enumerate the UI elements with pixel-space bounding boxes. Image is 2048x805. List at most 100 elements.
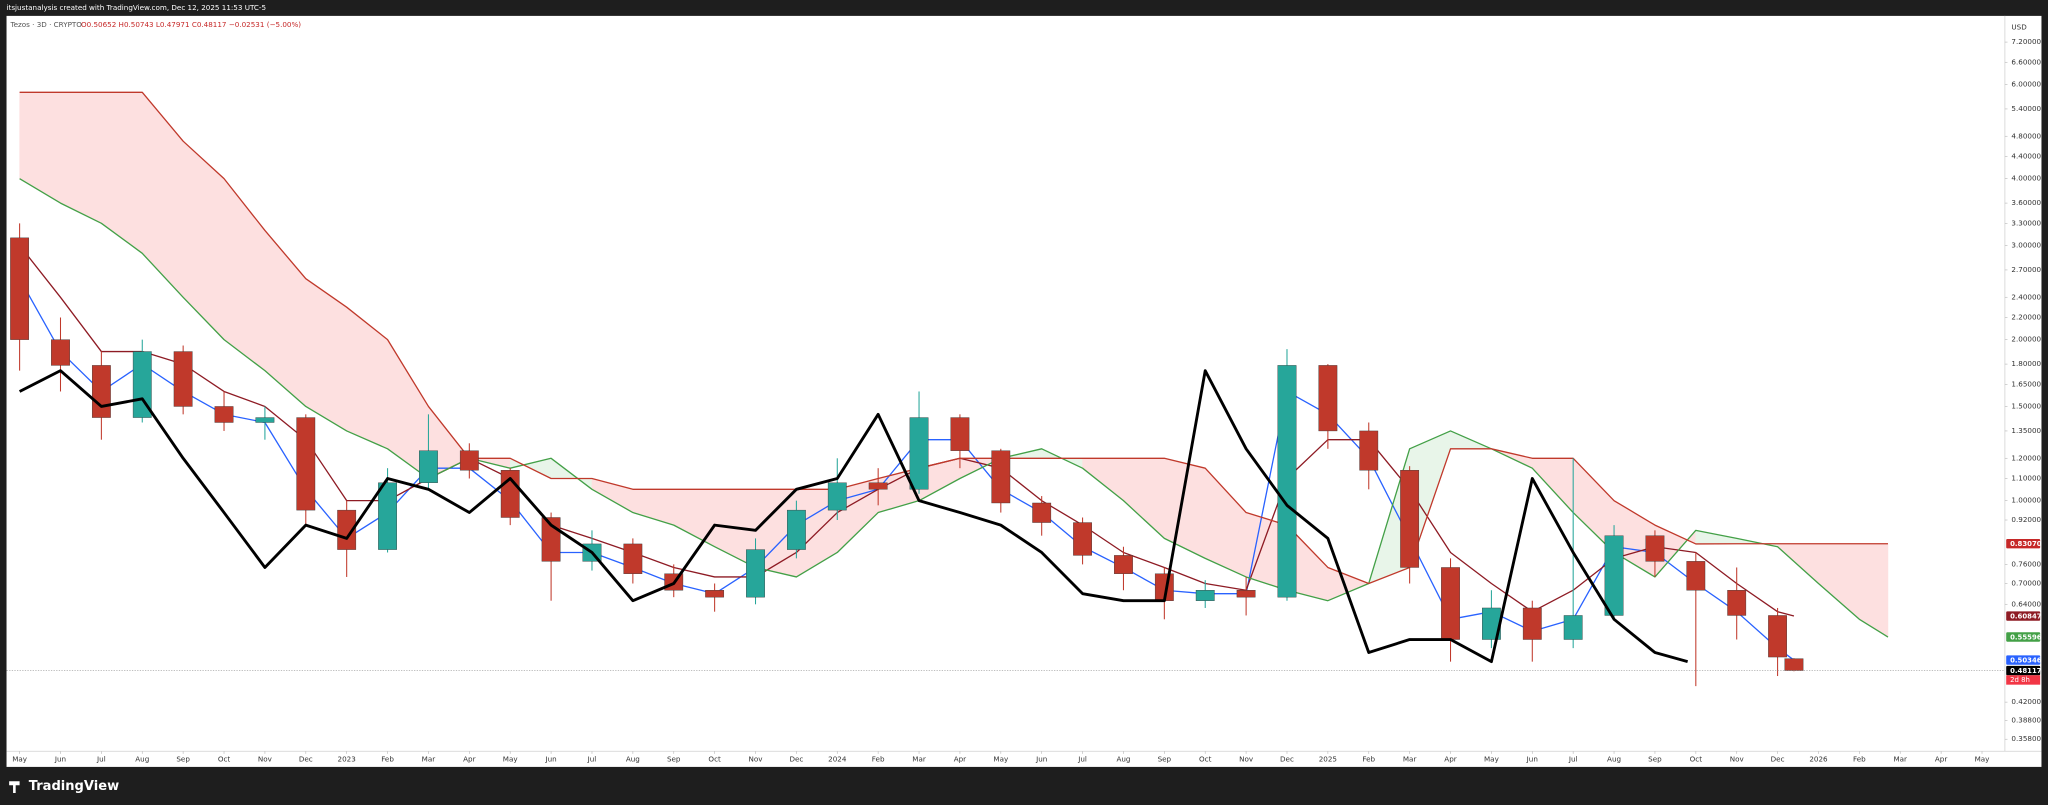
- y-tick-label: 0.38800: [2011, 716, 2041, 725]
- candle-body: [1441, 567, 1460, 640]
- y-tick-label: 2.70000: [2011, 265, 2041, 274]
- price-tag-label: 0.48117: [2010, 667, 2042, 675]
- x-tick-label: Oct: [1690, 755, 1703, 764]
- x-tick-label: Apr: [463, 755, 475, 764]
- x-tick-label: Aug: [1116, 755, 1130, 764]
- countdown-label: 2d 8h: [2010, 676, 2030, 684]
- x-tick-label: Jun: [1035, 755, 1047, 764]
- price-tag-label: 0.55596: [2010, 633, 2042, 641]
- x-tick-label: Oct: [1199, 755, 1212, 764]
- x-tick-label: May: [12, 755, 28, 764]
- x-tick-label: Oct: [708, 755, 721, 764]
- y-tick-label: 0.76000: [2011, 559, 2041, 568]
- candle-body: [10, 237, 30, 340]
- candle-body: [91, 365, 111, 418]
- x-tick-label: Apr: [1444, 755, 1456, 764]
- y-tick-label: 7.20000: [2011, 37, 2041, 46]
- y-tick-label: 1.00000: [2011, 496, 2041, 505]
- candle-body: [51, 339, 70, 366]
- x-tick-label: May: [1975, 755, 1991, 764]
- y-tick-label: 5.40000: [2011, 104, 2041, 113]
- y-tick-label: 2.20000: [2011, 312, 2041, 321]
- series-line: [18, 369, 1689, 664]
- x-tick-label: Mar: [1893, 755, 1907, 764]
- candle-body: [1277, 365, 1297, 598]
- x-tick-label: 2026: [1809, 755, 1828, 764]
- candle-body: [1032, 502, 1052, 523]
- price-tag-label: 0.83070: [2010, 540, 2042, 548]
- candle-body: [1768, 615, 1787, 658]
- series-line: [19, 178, 1889, 638]
- price-tag: [2006, 665, 2041, 676]
- x-tick-label: Feb: [1362, 755, 1375, 764]
- candle-body: [991, 450, 1011, 504]
- x-tick-label: Apr: [1935, 755, 1947, 764]
- y-tick-label: 3.60000: [2011, 198, 2041, 207]
- candle-body: [827, 482, 847, 511]
- x-tick-label: Mar: [912, 755, 926, 764]
- x-tick-label: Dec: [299, 755, 313, 764]
- x-tick-label: Nov: [1239, 755, 1254, 764]
- x-tick-label: 2024: [828, 755, 847, 764]
- candle-body: [173, 351, 193, 407]
- y-tick-label: 3.30000: [2011, 218, 2041, 227]
- candle-body: [1522, 607, 1542, 640]
- currency: USD: [2011, 23, 2027, 32]
- y-tick-label: 0.42000: [2011, 697, 2041, 706]
- y-tick-label: 2.40000: [2011, 292, 2041, 301]
- x-tick-label: Nov: [1730, 755, 1745, 764]
- candle-body: [1318, 365, 1338, 432]
- candle-body: [705, 590, 725, 598]
- candle-body: [214, 406, 234, 423]
- x-tick-label: May: [503, 755, 519, 764]
- ohlc-values: O0.50652 H0.50743 L0.47971 C0.48117 −0.0…: [81, 20, 301, 29]
- y-tick-label: 0.64000: [2011, 599, 2041, 608]
- candle-body: [746, 549, 765, 598]
- x-tick-label: May: [993, 755, 1009, 764]
- x-tick-label: Aug: [1607, 755, 1621, 764]
- symbol-title: Tezos · 3D · CRYPTO: [9, 20, 82, 29]
- candle-body: [337, 509, 357, 550]
- y-tick-label: 4.00000: [2011, 174, 2041, 183]
- candle-body: [255, 417, 275, 423]
- y-tick-label: 6.60000: [2011, 57, 2041, 66]
- candle-body: [909, 417, 929, 490]
- x-tick-label: Jul: [96, 755, 106, 764]
- candle-body: [1195, 590, 1215, 601]
- x-tick-label: Jul: [1077, 755, 1087, 764]
- y-tick-label: 1.50000: [2011, 401, 2041, 410]
- candle-body: [378, 482, 397, 550]
- x-tick-label: Aug: [135, 755, 149, 764]
- x-tick-label: Apr: [954, 755, 966, 764]
- candle-body: [459, 450, 479, 471]
- y-tick-label: 0.70000: [2011, 578, 2041, 587]
- candle-body: [623, 543, 643, 574]
- candle-body: [1073, 522, 1092, 556]
- candle-body: [1727, 590, 1747, 616]
- y-tick-label: 1.35000: [2011, 426, 2041, 435]
- x-tick-label: Feb: [872, 755, 885, 764]
- candle-body: [1359, 430, 1379, 471]
- candle-body: [1236, 590, 1256, 598]
- price-tag-label: 0.60847: [2010, 612, 2042, 620]
- candle-body: [1784, 658, 1804, 671]
- price-tag-label: 0.50346: [2010, 656, 2042, 664]
- x-tick-label: Jun: [54, 755, 66, 764]
- x-tick-label: Sep: [176, 755, 190, 764]
- x-tick-label: Jun: [544, 755, 556, 764]
- brand: TradingView: [29, 779, 119, 794]
- y-tick-label: 3.00000: [2011, 240, 2041, 249]
- x-tick-label: Dec: [1280, 755, 1294, 764]
- x-tick-label: 2025: [1319, 755, 1337, 764]
- x-tick-label: Mar: [422, 755, 436, 764]
- x-tick-label: Sep: [667, 755, 681, 764]
- candle-body: [786, 509, 806, 550]
- x-tick-label: Sep: [1648, 755, 1662, 764]
- x-tick-label: Nov: [258, 755, 273, 764]
- price-tag: [2006, 539, 2041, 549]
- candle-body: [296, 417, 316, 511]
- author-line: itsjustanalysis created with TradingView…: [7, 3, 267, 12]
- candle-body: [1604, 535, 1624, 616]
